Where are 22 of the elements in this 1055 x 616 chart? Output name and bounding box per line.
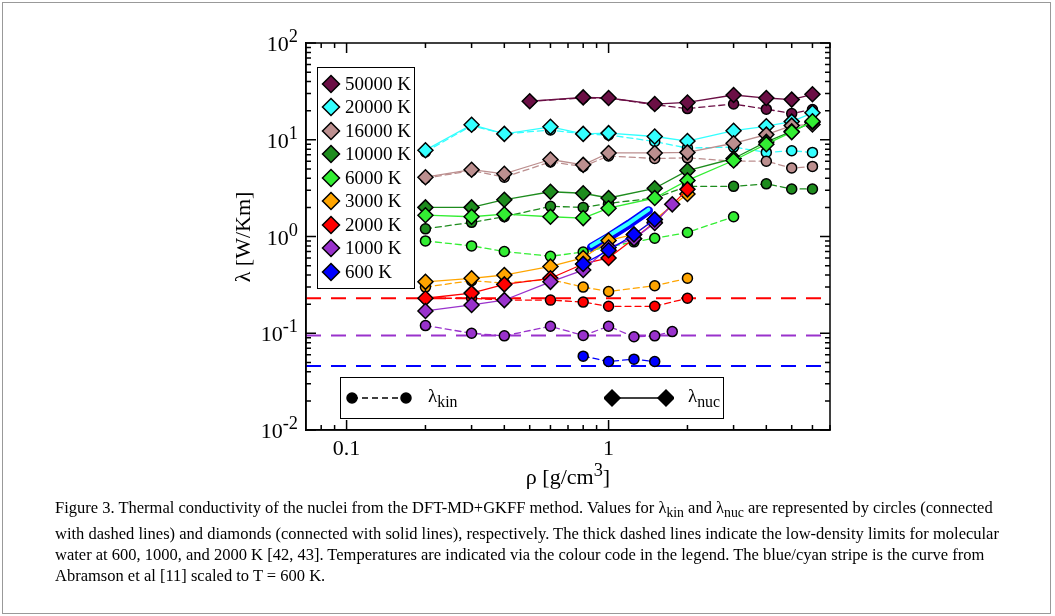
annotation: λ$_{nuc}$ bbox=[687, 385, 720, 411]
symbol-key-box: λ$_{kin}$ λ$_{nuc}$ bbox=[340, 377, 724, 419]
x-tick-label: 1 bbox=[603, 434, 615, 460]
x-axis-title: ρ [g/cm$^{3}$] bbox=[525, 460, 611, 491]
legend-label: 1000 K bbox=[345, 237, 402, 260]
y-axis-title: λ [W/Km] bbox=[230, 191, 256, 282]
legend-label: 50000 K bbox=[345, 72, 411, 95]
legend-label: 2000 K bbox=[345, 213, 402, 236]
legend-label: 16000 K bbox=[345, 119, 411, 142]
caption: Figure 3. Thermal conductivity of the nuclei from the DFT-MD+GKFF method. Values for λ$_{kin}$ and λ$_{nuc}$ are represented by circles (connected with dashed lines) and diamonds (connected with solid lines), respectively. The thick dashed lines indicate the low-density limits for molecular water at 600, 1000, and 2000 K [42, 43]. Temperatures are indicated via the colour code in the legend. The blue/cyan stripe is the curve from Abramson et al [11] scaled to T = 600 K. bbox=[55, 497, 1000, 587]
legend-label: 6000 K bbox=[345, 166, 402, 189]
legend-label: 600 K bbox=[345, 260, 392, 283]
legend-label: 20000 K bbox=[345, 96, 411, 119]
y-tick-label: 10$^{-1}$ bbox=[260, 316, 298, 347]
legend-label: 10000 K bbox=[345, 143, 411, 166]
y-tick-label: 10$^{-2}$ bbox=[260, 413, 298, 444]
y-tick-label: 10$^{2}$ bbox=[266, 26, 298, 57]
annotation: λ$_{kin}$ bbox=[428, 385, 458, 411]
y-tick-label: 10$^{0}$ bbox=[266, 219, 298, 251]
x-tick-label: 0.1 bbox=[332, 434, 361, 460]
legend-label: 3000 K bbox=[345, 190, 402, 213]
y-tick-label: 10$^{1}$ bbox=[266, 123, 298, 154]
